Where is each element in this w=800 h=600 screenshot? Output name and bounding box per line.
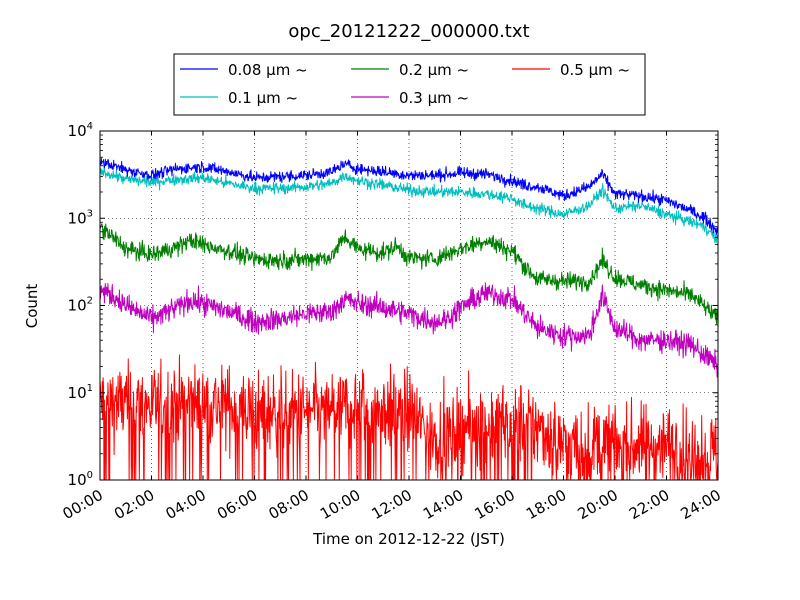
x-tick-label: 12:00 [369, 486, 415, 523]
legend-entry-label: 0.08 μm ~ [228, 61, 308, 79]
chart-title: opc_20121222_000000.txt [288, 21, 529, 42]
plot-area [99, 130, 719, 481]
series-line [99, 354, 719, 481]
y-tick-labels: 100 101 102 103 104 [68, 121, 93, 489]
x-tick-label: 10:00 [317, 486, 363, 523]
x-tick-label: 16:00 [472, 486, 518, 523]
series-line [99, 282, 719, 378]
legend-entry-label: 0.1 μm ~ [228, 89, 298, 107]
y-tick-label: 104 [68, 121, 93, 140]
series-line [99, 157, 719, 236]
y-tick-label: 100 [68, 470, 93, 489]
grid [100, 131, 718, 480]
x-tick-labels: 00:00 02:00 04:00 06:00 08:00 10:00 12:00 14:00… [60, 486, 724, 523]
y-tick-label: 102 [68, 296, 93, 315]
x-tick-label: 14:00 [420, 486, 466, 523]
x-tick-label: 00:00 [60, 486, 106, 523]
ticks [99, 130, 719, 481]
x-tick-label: 20:00 [575, 486, 621, 523]
y-axis-label: Count [23, 284, 41, 329]
legend: 0.08 μm ~ 0.1 μm ~ 0.2 μm ~ 0.3 μm ~ 0.5 μm … [173, 53, 646, 116]
x-tick-label: 22:00 [626, 486, 672, 523]
x-tick-label: 04:00 [163, 486, 209, 523]
x-tick-label: 06:00 [214, 486, 260, 523]
legend-box [173, 53, 646, 116]
legend-entry-label: 0.3 μm ~ [399, 89, 469, 107]
series-line [99, 223, 719, 325]
x-tick-label: 18:00 [523, 486, 569, 523]
series-line [99, 164, 719, 244]
legend-entry-label: 0.5 μm ~ [560, 61, 630, 79]
x-tick-label: 24:00 [678, 486, 724, 523]
legend-entry-label: 0.2 μm ~ [399, 61, 469, 79]
x-tick-label: 08:00 [266, 486, 312, 523]
x-axis-label: Time on 2012-12-22 (JST) [312, 530, 505, 548]
x-tick-label: 02:00 [111, 486, 157, 523]
y-tick-label: 101 [68, 383, 93, 402]
y-tick-label: 103 [68, 208, 93, 227]
series-layer [99, 157, 719, 481]
